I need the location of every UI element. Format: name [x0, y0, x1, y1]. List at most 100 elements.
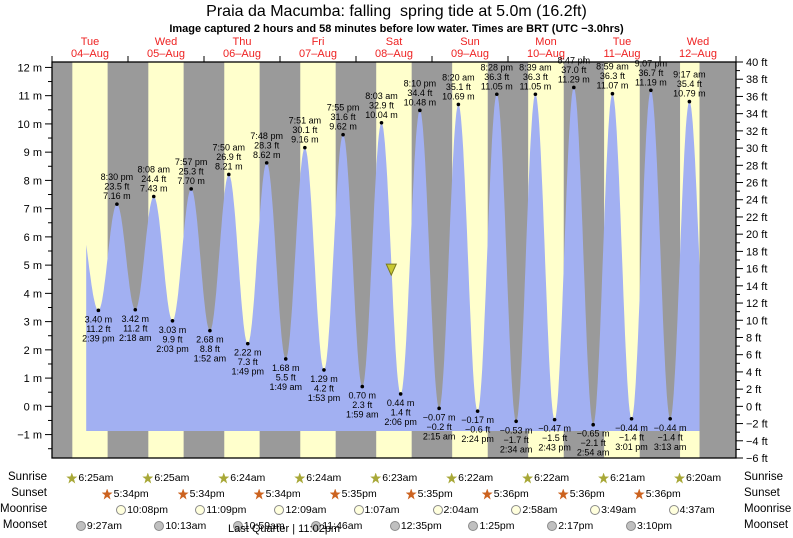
- sunrise-event: 6:24am: [294, 470, 341, 486]
- left-axis-tick-label: 9 m: [24, 147, 42, 159]
- high-tide-annotation: 7:51 am 30.1 ft 9.16 m: [289, 116, 322, 145]
- left-axis-tick-label: 2 m: [24, 345, 42, 357]
- row-label-right: Moonset: [744, 519, 789, 531]
- row-label-right: Moonrise: [744, 503, 792, 515]
- low-tide-annotation: 3.03 m 9.9 ft 2:03 pm: [156, 325, 189, 354]
- high-tide-annotation: 8:47 pm 37.0 ft 11.29 m: [558, 55, 591, 84]
- right-axis-tick-label: 16 ft: [746, 264, 767, 276]
- moonrise-circle-icon: [353, 505, 364, 515]
- day-of-week: Wed: [154, 36, 178, 48]
- day-date: 05–Aug: [147, 48, 185, 60]
- low-tide-dot: [437, 406, 441, 411]
- sun-moon-time: 5:34pm: [265, 488, 301, 500]
- low-tide-dot: [283, 357, 288, 361]
- high-tide-annotation: 9:17 am 35.4 ft 10.79 m: [673, 70, 706, 99]
- high-tide-dot: [687, 99, 692, 104]
- right-axis-tick-label: 10 ft: [746, 315, 767, 327]
- sun-moon-time: 5:34pm: [113, 488, 149, 500]
- moonset-circle-icon: [468, 521, 479, 531]
- sun-moon-time: 2:04am: [443, 504, 479, 516]
- sunrise-star-icon: [522, 472, 534, 484]
- sunset-event: 5:34pm: [253, 486, 301, 502]
- right-axis-tick-label: 32 ft: [746, 126, 767, 138]
- low-tide-dot: [96, 308, 101, 313]
- moonset-event: 11:46am: [311, 518, 362, 534]
- high-tide-annotation: 8:20 am 35.1 ft 10.69 m: [442, 72, 475, 101]
- right-axis-tick-label: −2 ft: [746, 419, 768, 431]
- high-tide-dot: [341, 132, 345, 137]
- left-axis-tick-label: 5 m: [24, 260, 42, 272]
- sun-moon-time: 11:09pm: [206, 504, 247, 516]
- sunset-event: 5:36pm: [481, 486, 529, 502]
- low-tide-annotation: −0.44 m −1.4 ft 3:01 pm: [615, 423, 648, 452]
- sun-moon-time: 6:23am: [382, 472, 418, 484]
- low-tide-dot: [245, 341, 250, 346]
- low-tide-annotation: 0.44 m 1.4 ft 2:06 pm: [384, 398, 417, 427]
- sunset-star-icon: [633, 488, 645, 500]
- day-of-week: Sat: [385, 36, 403, 48]
- low-tide-annotation: 2.68 m 8.8 ft 1:52 am: [194, 335, 227, 364]
- low-tide-annotation: 2.22 m 7.3 ft 1:49 pm: [231, 348, 264, 377]
- sunrise-star-icon: [598, 472, 610, 484]
- high-tide-dot: [379, 120, 384, 125]
- sunrise-star-icon: [66, 472, 78, 484]
- sunrise-star-icon: [142, 472, 154, 484]
- sunrise-event: 6:20am: [674, 470, 721, 486]
- left-axis-tick-label: 4 m: [24, 288, 42, 300]
- sunset-star-icon: [329, 488, 341, 500]
- moonset-circle-icon: [626, 521, 637, 531]
- sun-moon-time: 1:25pm: [479, 520, 515, 532]
- sunset-star-icon: [557, 488, 569, 500]
- sun-moon-time: 5:36pm: [645, 488, 681, 500]
- right-axis-tick-label: 12 ft: [746, 298, 767, 310]
- left-axis-tick-label: 12 m: [18, 62, 42, 74]
- day-of-week: Tue: [80, 36, 100, 48]
- high-tide-annotation: 7:57 pm 25.3 ft 7.70 m: [175, 157, 208, 186]
- right-axis-tick-label: 22 ft: [746, 212, 767, 224]
- high-tide-dot: [495, 92, 499, 97]
- sunset-star-icon: [481, 488, 493, 500]
- low-tide-annotation: 1.29 m 4.2 ft 1:53 pm: [308, 374, 341, 403]
- day-label: Sun 09–Aug: [432, 36, 508, 60]
- right-axis-tick-label: 38 ft: [746, 74, 767, 86]
- moonset-circle-icon: [389, 521, 400, 531]
- day-label: Wed 12–Aug: [660, 36, 736, 60]
- high-tide-annotation: 9:07 pm 36.7 ft 11.19 m: [635, 58, 668, 87]
- sunset-event: 5:35pm: [329, 486, 377, 502]
- sunset-event: 5:36pm: [633, 486, 681, 502]
- sunset-event: 5:34pm: [177, 486, 225, 502]
- moonset-circle-icon: [311, 521, 322, 531]
- low-tide-dot: [360, 384, 365, 389]
- sunset-row: Sunset Sunset 5:34pm 5:34pm 5:34pm 5:35pm 5:35…: [0, 486, 793, 502]
- sun-moon-time: 1:07am: [364, 504, 400, 516]
- high-tide-annotation: 7:48 pm 28.3 ft 8.62 m: [250, 131, 283, 160]
- moonrise-circle-icon: [195, 505, 206, 515]
- right-axis-tick-label: −4 ft: [746, 436, 768, 448]
- low-tide-dot: [475, 409, 480, 413]
- low-tide-dot: [170, 318, 175, 323]
- high-tide-dot: [189, 187, 193, 191]
- sun-moon-time: 6:22am: [458, 472, 494, 484]
- day-date: 07–Aug: [299, 48, 337, 60]
- sunrise-star-icon: [446, 472, 458, 484]
- day-of-week: Sun: [460, 36, 480, 48]
- low-tide-dot: [133, 307, 138, 312]
- sunrise-row: Sunrise Sunrise 6:25am 6:25am 6:24am 6:24am 6:…: [0, 470, 793, 486]
- sunrise-star-icon: [294, 472, 306, 484]
- low-tide-annotation: 3.42 m 11.2 ft 2:18 am: [119, 314, 152, 343]
- day-label: Tue 11–Aug: [584, 36, 660, 60]
- row-label-left: Moonset: [2, 519, 47, 531]
- sun-moon-time: 6:20am: [686, 472, 722, 484]
- sun-moon-time: 12:09am: [285, 504, 327, 516]
- high-tide-annotation: 8:03 am 32.9 ft 10.04 m: [365, 91, 398, 120]
- row-label-right: Sunset: [744, 487, 780, 499]
- sunrise-event: 6:25am: [66, 470, 113, 486]
- low-tide-dot: [208, 328, 212, 333]
- day-date: 09–Aug: [451, 48, 489, 60]
- sunrise-event: 6:24am: [218, 470, 265, 486]
- day-date: 12–Aug: [679, 48, 717, 60]
- right-axis-tick-label: 4 ft: [746, 367, 761, 379]
- low-tide-dot: [552, 417, 557, 422]
- day-date: 11–Aug: [603, 48, 641, 60]
- day-label: Sat 08–Aug: [356, 36, 432, 60]
